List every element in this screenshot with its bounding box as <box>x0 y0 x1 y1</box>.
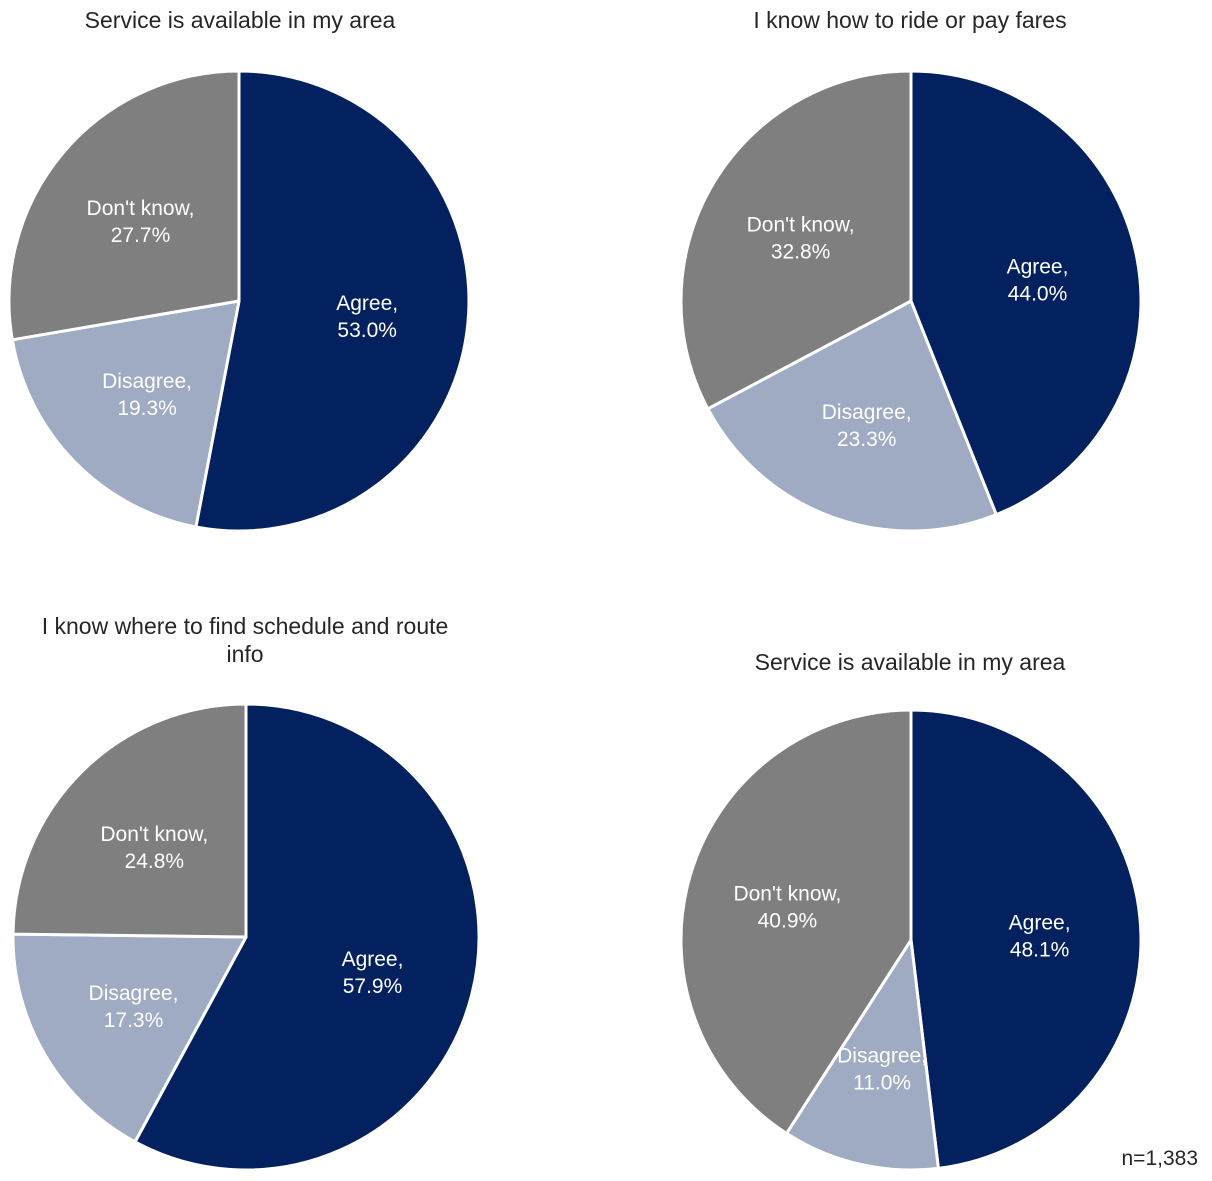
pie-1-label-dont-know: Don't know, 27.7% <box>87 197 195 247</box>
chart-title-4: Service is available in my area <box>754 649 1066 675</box>
pie-1-slice-agree <box>194 69 471 533</box>
pie-3-label-dont-know: Don't know, 24.8% <box>100 823 208 873</box>
pie-4-slice-dont-know <box>679 708 913 1135</box>
pie-2-label-agree: Agree, 44.0% <box>1007 256 1069 306</box>
pie-3-slice-disagree <box>11 932 248 1144</box>
pie-2-slice-agree <box>909 69 1143 517</box>
pie-4-label-agree: Agree, 48.1% <box>1009 911 1071 961</box>
pie-3-slice-dont-know <box>11 702 248 939</box>
pie-3-label-agree: Agree, 57.9% <box>342 948 404 998</box>
pie-1-label-disagree: Disagree, 19.3% <box>102 370 192 420</box>
pie-4-slice-agree <box>909 708 1143 1170</box>
pie-3-label-disagree: Disagree, 17.3% <box>89 982 179 1032</box>
sample-size-note: n=1,383 <box>1121 1147 1199 1170</box>
pie-2-slice-disagree <box>706 299 998 533</box>
pie-1-label-agree: Agree, 53.0% <box>336 292 398 342</box>
pie-4-label-dont-know: Don't know, 40.9% <box>733 883 841 933</box>
pie-4-label-disagree: Disagree, 11.0% <box>837 1045 927 1095</box>
chart-title-3: I know where to find schedule and route … <box>41 613 449 667</box>
chart-title-1: Service is available in my area <box>84 7 396 33</box>
pie-3-slice-agree <box>133 702 481 1172</box>
pie-2-slice-dont-know <box>679 69 913 411</box>
pie-2-label-disagree: Disagree, 23.3% <box>822 401 912 451</box>
pie-1-slice-disagree <box>10 299 241 529</box>
pie-4-slice-disagree <box>785 938 940 1172</box>
chart-title-2: I know how to ride or pay fares <box>753 7 1067 33</box>
pie-1-slice-dont-know <box>7 69 241 342</box>
pie-2-label-dont-know: Don't know, 32.8% <box>747 214 855 264</box>
